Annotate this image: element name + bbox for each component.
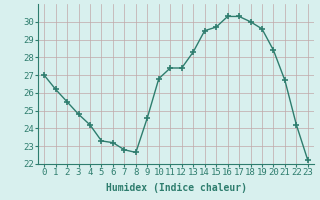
X-axis label: Humidex (Indice chaleur): Humidex (Indice chaleur) [106,183,246,193]
